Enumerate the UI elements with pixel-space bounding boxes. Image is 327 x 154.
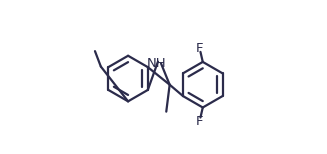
Text: F: F (196, 42, 203, 55)
Text: F: F (196, 115, 203, 128)
Text: NH: NH (146, 57, 166, 70)
